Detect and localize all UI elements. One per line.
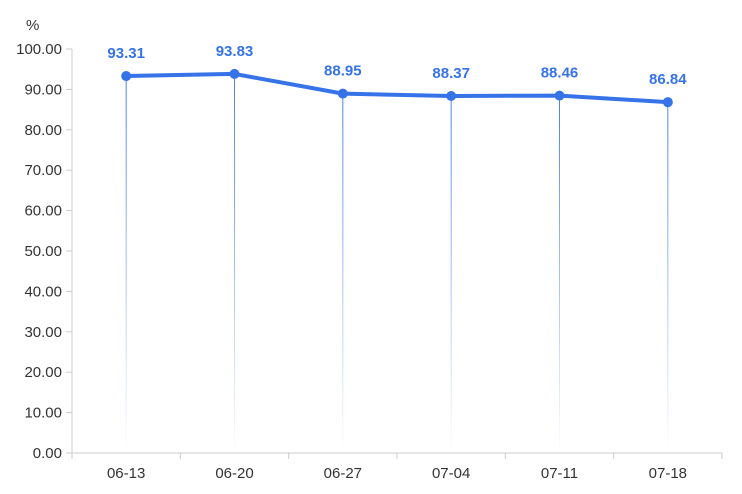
data-label: 86.84 [649, 71, 687, 88]
x-tick-label: 07-11 [541, 465, 578, 482]
drop-lines [125, 73, 669, 454]
y-tick-label: 10.00 [24, 405, 62, 422]
data-label: 93.83 [216, 43, 254, 60]
y-tick-label: 30.00 [24, 324, 62, 341]
data-point [229, 68, 240, 79]
y-tick-label: 0.00 [33, 445, 62, 462]
data-points [121, 68, 673, 108]
data-label: 88.46 [541, 65, 579, 82]
drop-line [450, 95, 452, 453]
y-tick-label: 20.00 [24, 364, 62, 381]
y-tick-label: 70.00 [24, 162, 62, 179]
x-tick-label: 06-27 [324, 465, 362, 482]
data-labels: 93.31 93.83 88.95 88.37 88.46 86.84 [107, 43, 687, 88]
y-axis-unit-label: % [26, 17, 39, 34]
x-tick-label: 07-04 [432, 465, 470, 482]
y-tick-label: 60.00 [24, 203, 62, 220]
drop-line [559, 95, 560, 454]
y-axis: 0.00 10.00 20.00 30.00 40.00 50.00 60.00 70.00 8… [16, 41, 73, 462]
data-point [662, 97, 673, 108]
data-label: 88.37 [432, 65, 470, 82]
data-point [337, 88, 348, 99]
drop-line [234, 73, 235, 453]
x-tick-label: 07-18 [649, 465, 687, 482]
drop-line [125, 76, 127, 454]
y-tick-label: 40.00 [24, 283, 62, 300]
y-tick-label: 80.00 [24, 122, 62, 139]
data-label: 88.95 [324, 63, 362, 80]
drop-line [667, 102, 669, 454]
data-point [446, 90, 457, 101]
y-tick-label: 90.00 [24, 81, 62, 98]
x-axis: 06-13 06-20 06-27 07-04 07-11 07-18 [71, 453, 723, 482]
data-point [121, 71, 132, 82]
x-tick-label: 06-13 [107, 465, 145, 482]
x-tick-label: 06-20 [215, 465, 253, 482]
y-tick-label: 100.00 [16, 41, 62, 58]
data-point [554, 90, 565, 101]
drop-line [342, 93, 344, 453]
series-line [124, 71, 670, 105]
y-tick-label: 50.00 [24, 243, 62, 260]
data-label: 93.31 [107, 45, 145, 62]
